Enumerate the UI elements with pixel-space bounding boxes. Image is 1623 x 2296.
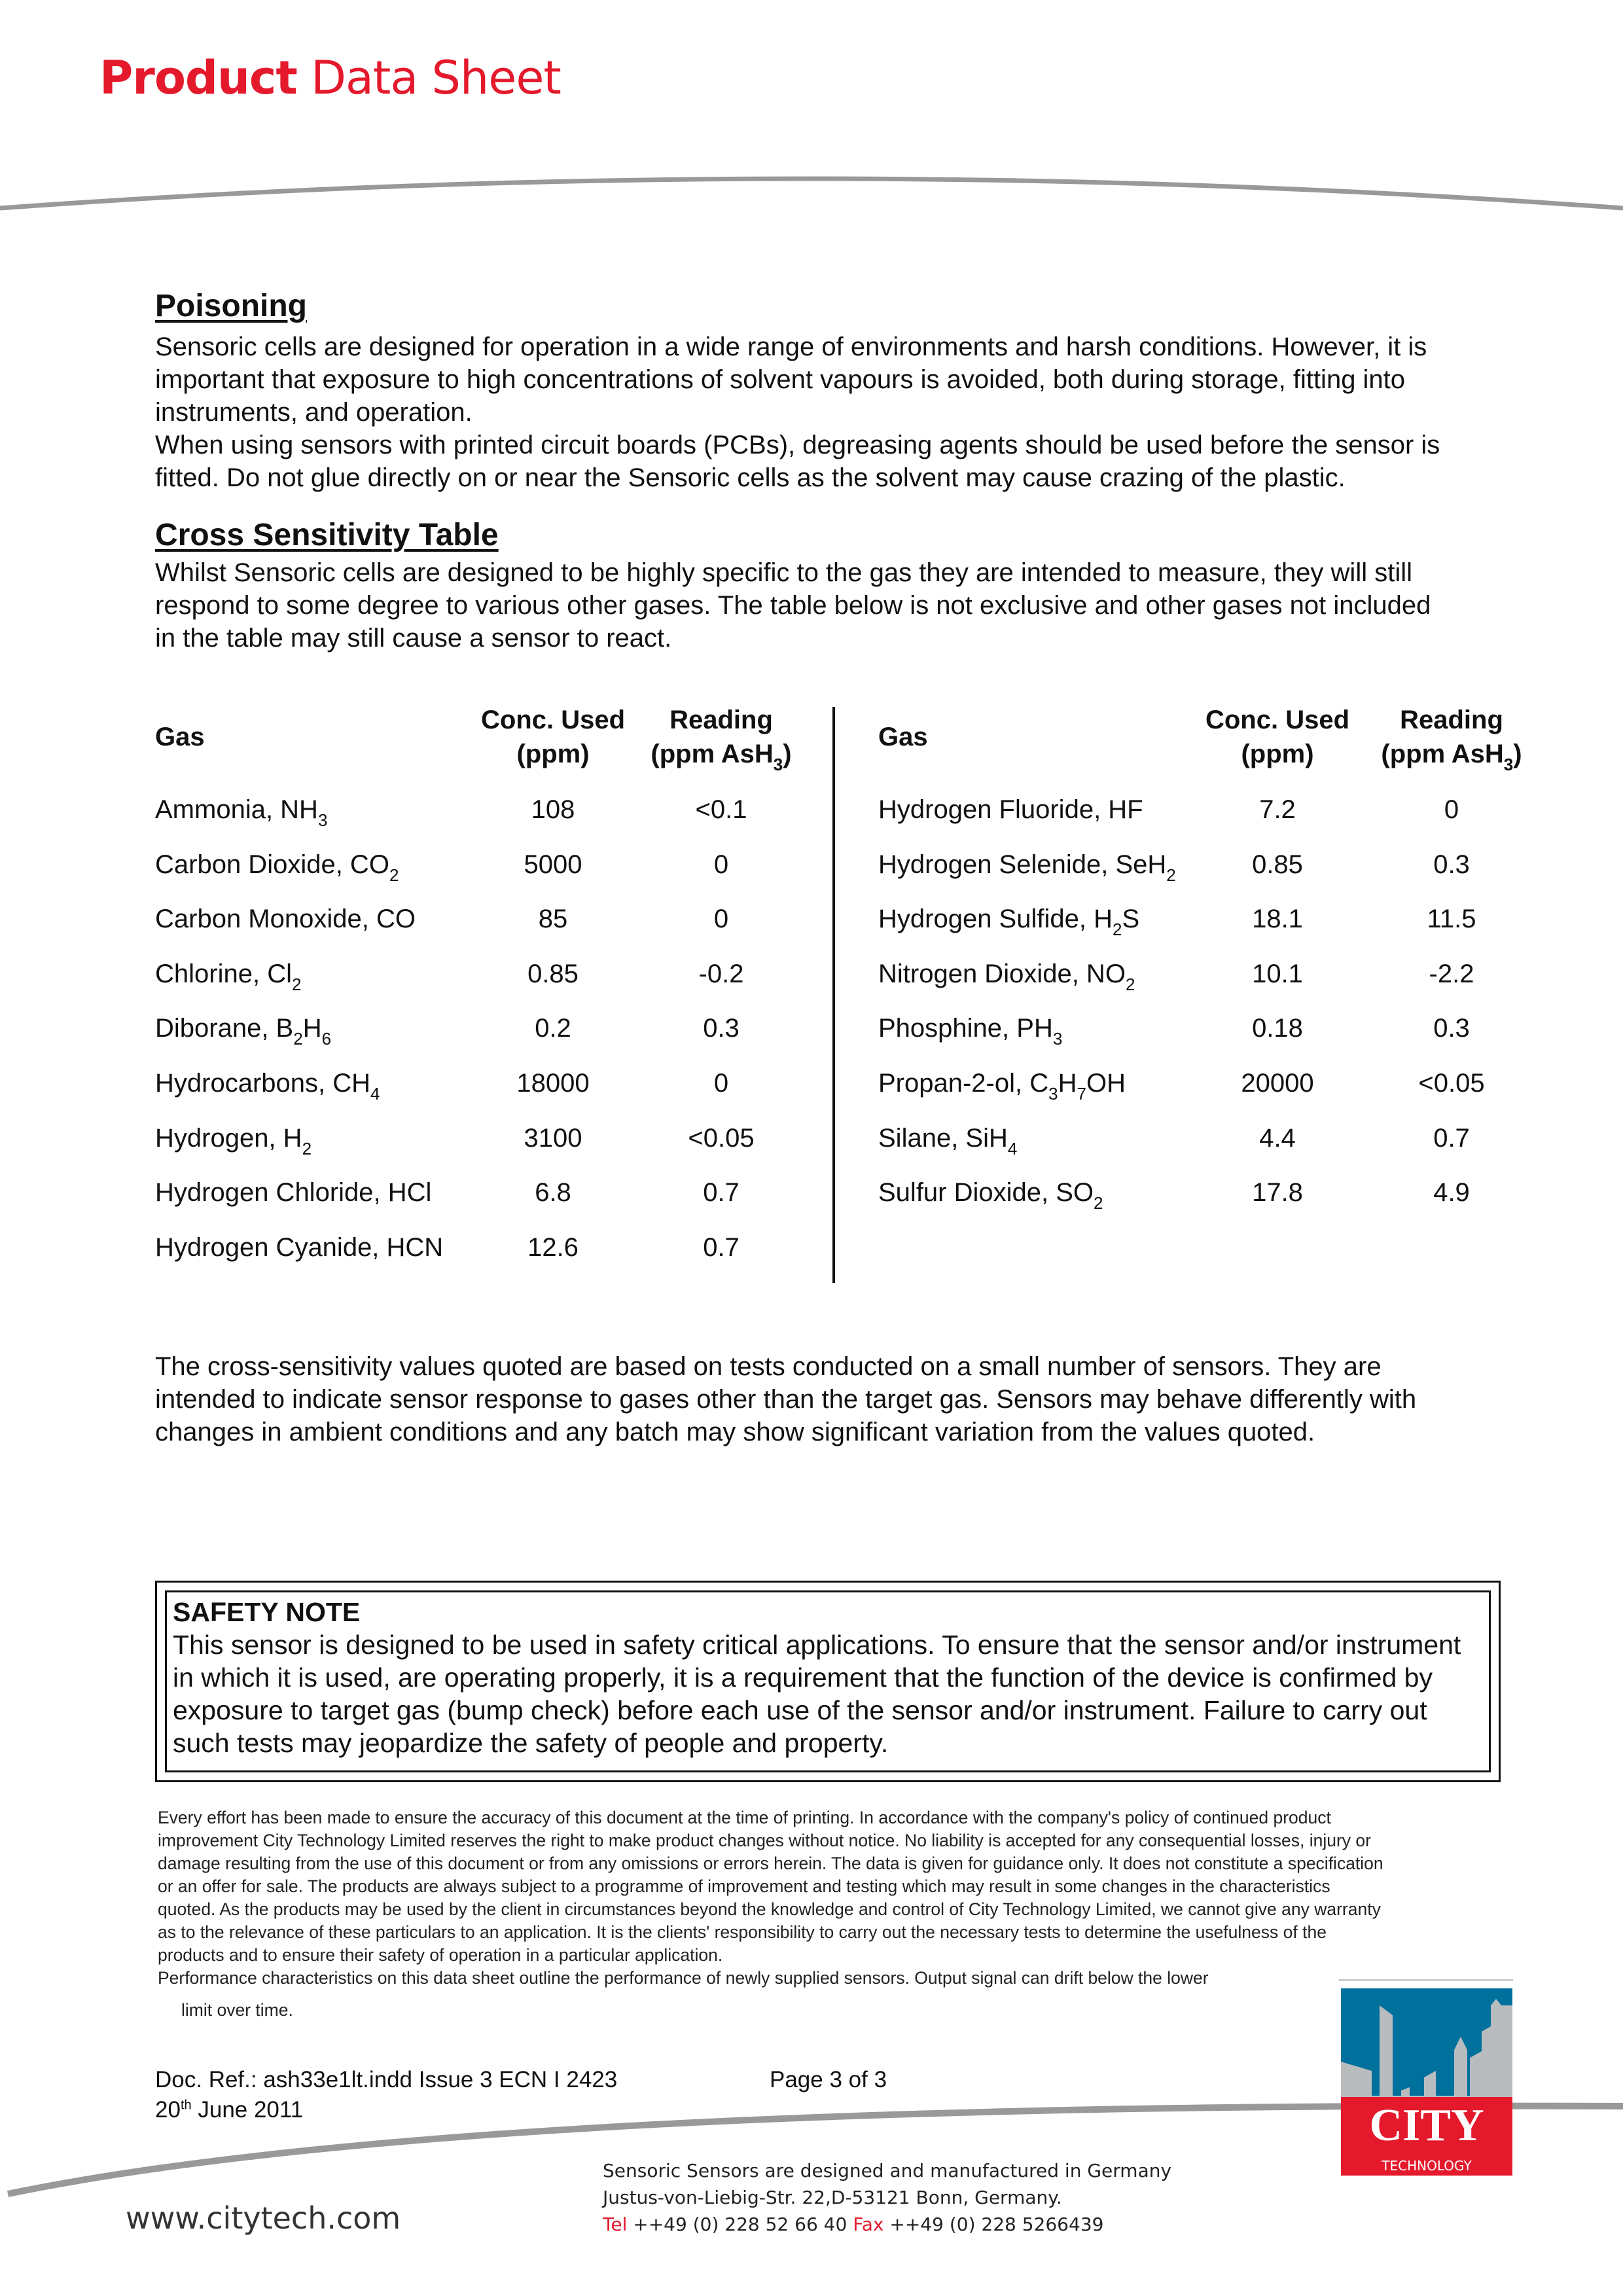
logo-word: CITY	[1369, 2100, 1484, 2151]
header-gas: Gas	[155, 723, 205, 751]
gas-name: Phosphine, PH3	[878, 1014, 1063, 1049]
gas-name: Hydrogen Sulfide, H2S	[878, 905, 1140, 940]
reading: -0.2	[698, 959, 744, 988]
reading: 4.9	[1433, 1178, 1470, 1208]
gas-name: Silane, SiH4	[878, 1123, 1018, 1158]
doc-date: 20th June 2011	[155, 2097, 304, 2123]
poisoning-heading: Poisoning	[155, 289, 307, 323]
reading: -2.2	[1429, 959, 1474, 988]
reading: 0.3	[1433, 1014, 1470, 1043]
reading: <0.05	[688, 1123, 755, 1153]
conc-used: 0.18	[1252, 1014, 1303, 1043]
conc-used: 108	[531, 795, 575, 824]
reading: 0	[713, 850, 729, 879]
gas-name: Hydrocarbons, CH4	[155, 1069, 380, 1103]
gas-name: Diborane, B2H6	[155, 1014, 332, 1049]
cross-sensitivity-intro: Whilst Sensoric cells are designed to be…	[155, 558, 1431, 653]
conc-used: 17.8	[1252, 1178, 1303, 1208]
header-conc: Conc. Used (ppm)	[480, 706, 626, 768]
reading: 0.3	[703, 1014, 740, 1043]
conc-used: 12.6	[527, 1232, 579, 1262]
page-title: Product Data Sheet	[99, 51, 562, 105]
gas-name: Propan-2-ol, C3H7OH	[878, 1069, 1126, 1103]
poisoning-text: Sensoric cells are designed for operatio…	[155, 332, 1440, 492]
reading: 0	[1444, 795, 1459, 824]
gas-name: Nitrogen Dioxide, NO2	[878, 959, 1135, 994]
reading: 0.7	[703, 1232, 740, 1262]
company-address: Sensoric Sensors are designed and manufa…	[603, 2160, 1172, 2235]
logo-subtitle: TECHNOLOGY	[1381, 2158, 1472, 2174]
doc-ref: Doc. Ref.: ash33e1lt.indd Issue 3 ECN I …	[155, 2067, 618, 2092]
gas-name: Hydrogen Cyanide, HCN	[155, 1232, 444, 1262]
gas-name: Hydrogen Fluoride, HF	[878, 795, 1143, 824]
conc-used: 3100	[524, 1123, 582, 1153]
conc-used: 0.2	[535, 1014, 571, 1043]
footer-arc	[7, 2102, 1623, 2197]
conc-used: 18000	[516, 1069, 590, 1098]
gas-name: Hydrogen Selenide, SeH2	[878, 850, 1176, 885]
conc-used: 85	[538, 905, 568, 934]
gas-name: Chlorine, Cl2	[155, 959, 302, 994]
header-gas: Gas	[878, 723, 928, 751]
conc-used: 7.2	[1259, 795, 1296, 824]
gas-name: Hydrogen Chloride, HCl	[155, 1178, 432, 1208]
reading: 11.5	[1427, 905, 1476, 934]
safety-note-text: SAFETY NOTE This sensor is designed to b…	[173, 1597, 1461, 1758]
reading: <0.05	[1418, 1069, 1485, 1098]
conc-used: 10.1	[1252, 959, 1303, 988]
reading: 0	[713, 1069, 729, 1098]
table-divider	[832, 707, 835, 1283]
reading: 0	[713, 905, 729, 934]
conc-used: 0.85	[527, 959, 579, 988]
conc-used: 0.85	[1252, 850, 1303, 879]
conc-used: 6.8	[535, 1178, 571, 1208]
conc-used: 4.4	[1259, 1123, 1296, 1153]
header-arc	[0, 176, 1623, 211]
page-number: Page 3 of 3	[770, 2067, 887, 2092]
header-reading: Reading (ppm AsH3)	[651, 706, 792, 774]
city-technology-logo: CITY TECHNOLOGY	[1339, 1979, 1513, 2176]
reading: 0.3	[1433, 850, 1470, 879]
disclaimer: Every effort has been made to ensure the…	[158, 1808, 1383, 2020]
conc-used: 5000	[524, 850, 582, 879]
conc-used: 18.1	[1252, 905, 1303, 934]
gas-name: Hydrogen, H2	[155, 1123, 312, 1158]
reading: 0.7	[1433, 1123, 1470, 1153]
website-link[interactable]: www.citytech.com	[126, 2200, 401, 2236]
reading: <0.1	[695, 795, 747, 824]
header-reading: Reading (ppm AsH3)	[1381, 706, 1522, 774]
gas-name: Sulfur Dioxide, SO2	[878, 1178, 1103, 1213]
cross-sensitivity-note: The cross-sensitivity values quoted are …	[155, 1352, 1417, 1446]
header-conc: Conc. Used (ppm)	[1205, 706, 1350, 768]
gas-name: Ammonia, NH3	[155, 795, 328, 830]
reading: 0.7	[703, 1178, 740, 1208]
cross-sensitivity-heading: Cross Sensitivity Table	[155, 518, 499, 552]
conc-used: 20000	[1241, 1069, 1314, 1098]
gas-name: Carbon Monoxide, CO	[155, 905, 416, 934]
gas-name: Carbon Dioxide, CO2	[155, 850, 399, 885]
safety-note-box	[155, 1581, 1501, 1782]
